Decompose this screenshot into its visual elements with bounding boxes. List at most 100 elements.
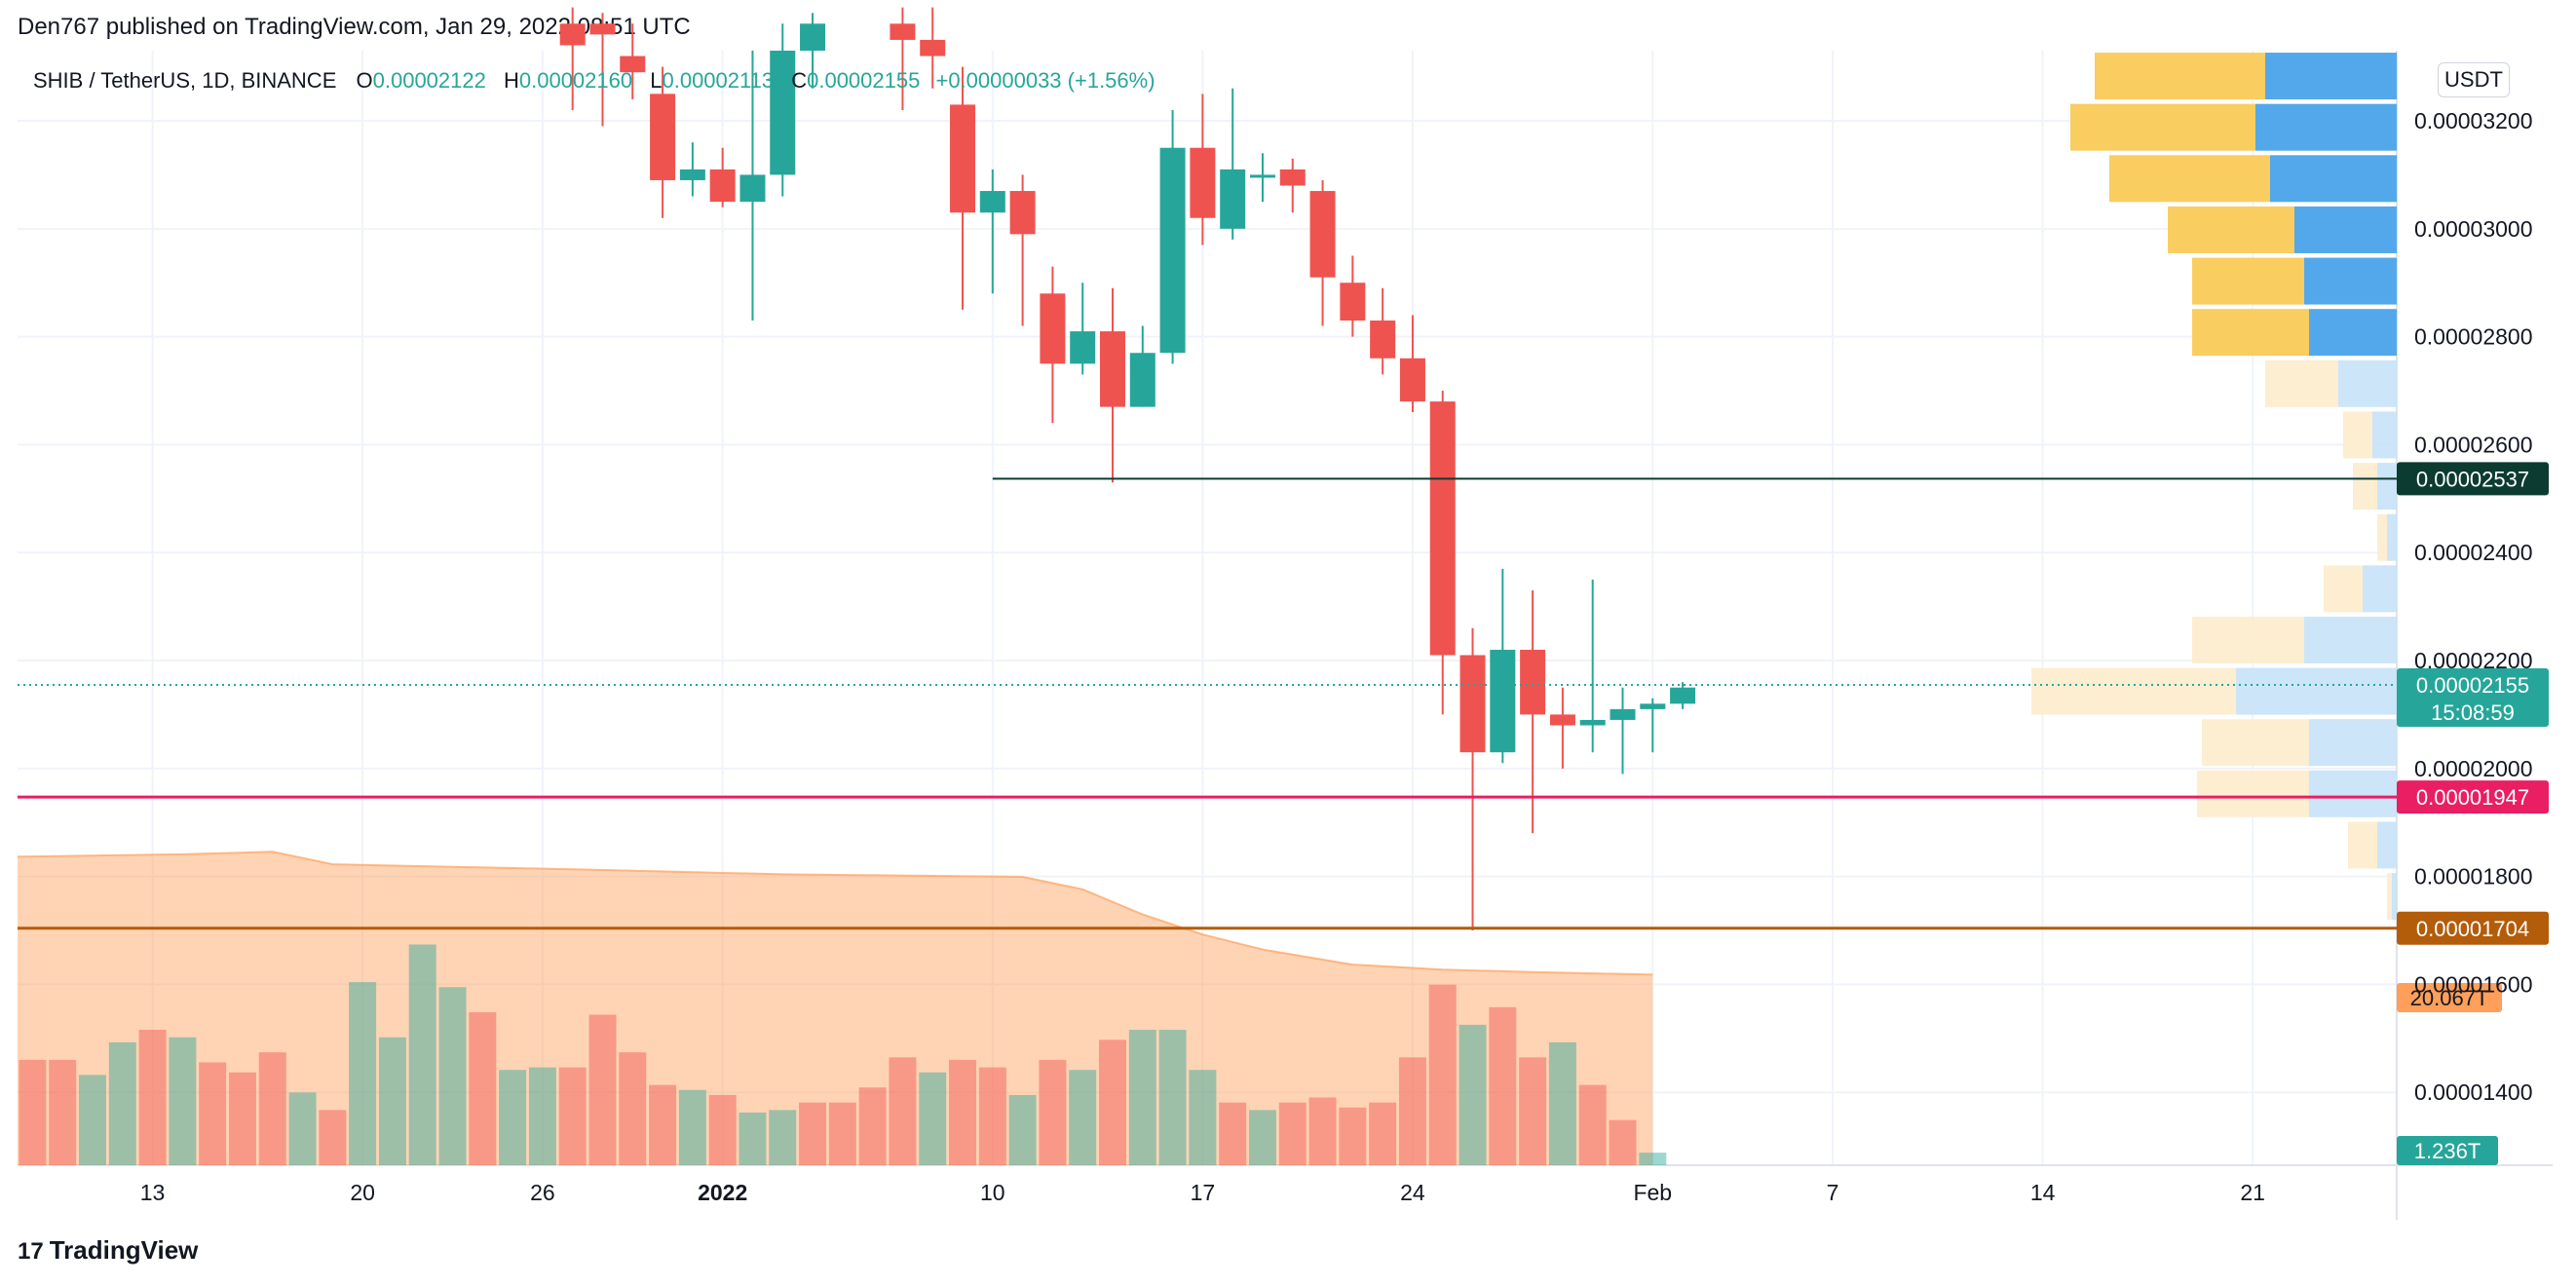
- price-tick-label: 0.00002000: [2414, 756, 2533, 781]
- candle-body: [1190, 147, 1216, 218]
- price-tag: [2397, 911, 2549, 945]
- volume-bar: [1278, 1102, 1307, 1165]
- volume-bar: [649, 1084, 677, 1165]
- volume-profile-up-bar: [2192, 616, 2304, 663]
- currency-button[interactable]: USDT: [2438, 62, 2510, 97]
- time-tick-label: 26: [530, 1180, 555, 1205]
- volume-ma-area: [18, 851, 1653, 1165]
- volume-bar: [469, 1011, 497, 1165]
- volume-profile-down-bar: [2377, 821, 2397, 869]
- volume-profile-up-bar: [2343, 411, 2372, 459]
- candle-body: [950, 104, 976, 213]
- volume-bar: [319, 1110, 347, 1165]
- candle-body: [1099, 331, 1125, 407]
- volume-bar: [678, 1089, 706, 1165]
- volume-profile-down-bar: [2309, 719, 2397, 767]
- volume-profile-down-bar: [2372, 411, 2397, 459]
- volume-profile-down-bar: [2304, 616, 2397, 663]
- candle-body: [1610, 708, 1636, 720]
- volume-bar: [1489, 1006, 1517, 1165]
- volume-profile-up-bar: [2168, 206, 2294, 253]
- candle-body: [1670, 687, 1696, 704]
- candle-body: [1040, 293, 1066, 364]
- candle-body: [920, 39, 946, 57]
- volume-bar: [1339, 1107, 1367, 1165]
- volume-bar: [138, 1030, 167, 1165]
- current-price-tag: [2397, 667, 2549, 727]
- price-tick-label: 0.00002600: [2414, 432, 2533, 457]
- low-value: 0.00002113: [662, 68, 775, 93]
- candle-body: [1309, 191, 1336, 278]
- volume-bar: [1158, 1030, 1187, 1165]
- price-tick-label: 0.00003000: [2414, 216, 2533, 242]
- time-axis: 13 20 26 2022 10 17 24 Feb 7 14 21: [140, 1180, 2265, 1205]
- candle-body: [709, 169, 736, 203]
- volume-bar: [1428, 984, 1457, 1165]
- volume-bar: [19, 1059, 47, 1165]
- volume-bar: [288, 1092, 317, 1165]
- volume-profile-up-bar: [2192, 257, 2304, 305]
- time-tick-label: 13: [140, 1180, 166, 1205]
- candle-body: [1640, 703, 1666, 709]
- volume-bar: [169, 1037, 197, 1165]
- time-tick-label: 10: [980, 1180, 1005, 1205]
- time-tick-label: 17: [1191, 1180, 1216, 1205]
- candle-body: [1159, 147, 1186, 354]
- volume-current-tag: [2397, 1136, 2498, 1165]
- volume-profile-down-bar: [2236, 667, 2397, 715]
- candle-body: [1129, 353, 1155, 407]
- candle-body: [890, 23, 916, 40]
- volume-bar: [1548, 1041, 1576, 1165]
- volume-bar: [228, 1072, 256, 1165]
- price-tick-label: 0.00003200: [2414, 108, 2533, 133]
- tradingview-logo[interactable]: 17 TradingView: [18, 1235, 198, 1266]
- volume-profile-down-bar: [2392, 873, 2397, 921]
- volume-profile-up-bar: [2192, 309, 2309, 357]
- current-price-label: 0.00002155: [2416, 673, 2529, 698]
- candle-body: [1279, 169, 1306, 186]
- candle-body: [979, 191, 1005, 213]
- volume-profile-down-bar: [2309, 309, 2397, 357]
- symbol-name[interactable]: SHIB / TetherUS, 1D, BINANCE: [33, 68, 337, 93]
- volume-profile-up-bar: [2197, 770, 2309, 817]
- volume-bar: [1128, 1030, 1156, 1165]
- candle-body: [1249, 174, 1275, 178]
- volume-bar: [1369, 1102, 1397, 1165]
- candle-body: [589, 23, 616, 35]
- volume-profile-up-bar: [2031, 667, 2236, 715]
- volume-bar: [199, 1062, 227, 1165]
- tradingview-brand: TradingView: [49, 1235, 199, 1265]
- open-value: 0.00002122: [372, 68, 486, 93]
- candle-body: [739, 174, 766, 203]
- close-value: 0.00002155: [807, 68, 921, 93]
- volume-bar: [1458, 1024, 1487, 1165]
- candles: [559, 7, 1696, 931]
- volume-profile-up-bar: [2265, 359, 2338, 407]
- volume-ma-line: [17, 851, 1653, 976]
- high-value: 0.00002160: [518, 68, 633, 93]
- time-tick-label: 24: [1400, 1180, 1425, 1205]
- volume-bar: [588, 1014, 617, 1165]
- volume-bar: [919, 1072, 947, 1165]
- volume-bar: [78, 1075, 106, 1165]
- volume-bar: [1008, 1094, 1037, 1165]
- volume-bar: [1519, 1057, 1547, 1165]
- volume-bar: [978, 1067, 1006, 1165]
- price-tag-label: 0.00001704: [2416, 917, 2529, 941]
- volume-profile-down-bar: [2255, 103, 2397, 151]
- candle-body: [1070, 331, 1096, 364]
- price-tick-label: 0.00001400: [2414, 1079, 2533, 1105]
- time-tick-label: 2022: [698, 1180, 747, 1205]
- volume-bar: [1069, 1070, 1097, 1165]
- volume-bar: [49, 1059, 77, 1165]
- volume-bar: [258, 1052, 286, 1165]
- volume-bars: [17, 851, 1667, 1165]
- close-label: C: [791, 68, 808, 93]
- volume-bar: [378, 1037, 406, 1165]
- volume-ma-tag: [2397, 983, 2502, 1012]
- candle-body: [620, 56, 646, 73]
- candle-body: [1370, 320, 1396, 359]
- volume-profile-down-bar: [2377, 463, 2397, 511]
- open-label: O: [356, 68, 373, 93]
